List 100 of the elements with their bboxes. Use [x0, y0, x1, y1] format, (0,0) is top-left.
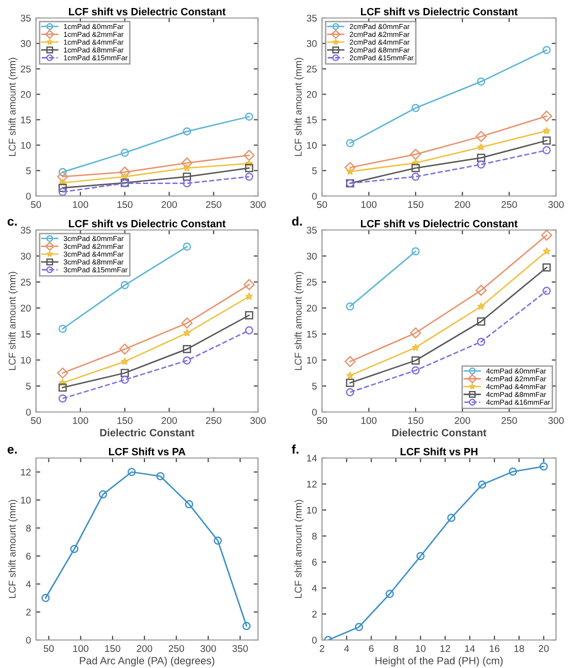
y-tick-label: 12: [307, 480, 317, 488]
x-tick-label: 18: [514, 645, 524, 652]
x-axis-title: Pad Arc Angle (PA) (degrees): [80, 656, 214, 666]
point: [156, 472, 164, 480]
point: [128, 468, 136, 476]
y-axis-title: LCF shift amount (mm): [294, 272, 304, 370]
y-tick-label: 25: [20, 66, 31, 72]
point: [245, 164, 254, 172]
y-tick-label: 20: [306, 304, 317, 312]
x-tick-label: 250: [168, 645, 184, 652]
y-tick-label: 20: [20, 91, 31, 98]
point: [245, 172, 254, 181]
x-axis-title: Dielectric Constant: [392, 428, 486, 436]
y-tick-label: 20: [306, 91, 317, 98]
text: d.: [292, 216, 302, 226]
point: [58, 383, 67, 392]
y-tick-label: 4: [312, 584, 317, 592]
point: [57, 171, 68, 182]
x-tick-label: 200: [454, 417, 470, 424]
y-axis-title: LCF shift amount (mm): [8, 58, 18, 156]
x-tick-label: 100: [73, 645, 88, 652]
point: [245, 112, 254, 121]
point: [58, 184, 67, 192]
y-tick-label: 5: [26, 382, 31, 390]
y-tick-label: 15: [21, 330, 31, 338]
point: [477, 160, 486, 169]
y-tick-label: 6: [312, 558, 317, 566]
point: [542, 126, 551, 134]
x-tick-label: 200: [162, 201, 177, 208]
point: [58, 324, 67, 333]
chart-title: LCF shift vs Dielectric Constant: [360, 8, 518, 16]
point: [346, 378, 354, 387]
x-tick-label: 100: [73, 417, 88, 424]
point: [346, 139, 354, 148]
chart-title: LCF shift vs Dielectric Constant: [360, 220, 518, 228]
x-tick-label: 250: [502, 201, 517, 208]
point: [58, 178, 67, 186]
y-tick-label: 14: [307, 454, 317, 462]
point: [476, 130, 487, 142]
x-tick-label: 6: [369, 645, 374, 652]
x-tick-label: 100: [361, 417, 377, 424]
point: [119, 344, 130, 355]
x-tick-label: 10: [416, 645, 426, 652]
x-tick-label: 4: [344, 645, 350, 652]
point: [245, 159, 254, 167]
x-tick-label: 200: [454, 201, 470, 208]
x-tick-label: 250: [206, 201, 222, 208]
y-tick-label: 5: [312, 167, 317, 174]
x-tick-label: 8: [394, 645, 398, 652]
y-tick-label: 5: [26, 167, 31, 174]
y-tick-label: 4: [26, 580, 31, 588]
y-tick-label: 35: [20, 226, 31, 234]
x-tick-label: 14: [465, 645, 475, 652]
y-tick-label: 0: [26, 192, 31, 200]
x-axis-title: Dielectric Constant: [100, 428, 194, 436]
point: [120, 148, 129, 157]
point: [412, 158, 420, 166]
y-tick-label: 15: [21, 116, 31, 124]
y-tick-label: 30: [306, 40, 317, 48]
point: [508, 468, 517, 476]
y-tick-label: 15: [307, 116, 317, 124]
x-tick-label: 150: [117, 201, 133, 208]
point: [244, 150, 255, 161]
point: [541, 110, 552, 122]
point: [540, 462, 548, 471]
point: [476, 284, 487, 296]
point: [412, 104, 420, 112]
x-tick-label: 12: [440, 645, 450, 652]
y-tick-label: 0: [26, 408, 31, 416]
y-tick-label: 25: [306, 278, 317, 286]
point: [386, 590, 394, 598]
point: [410, 327, 422, 338]
point: [245, 311, 254, 320]
point: [478, 480, 486, 489]
point: [70, 544, 78, 554]
point: [214, 536, 222, 545]
point: [182, 172, 192, 181]
x-tick-label: 150: [117, 417, 133, 424]
y-tick-label: 25: [306, 66, 317, 72]
y-tick-label: 25: [20, 278, 31, 286]
y-tick-label: 10: [307, 356, 317, 364]
y-tick-label: 30: [20, 40, 31, 48]
point: [245, 326, 254, 334]
point: [344, 162, 356, 174]
x-tick-label: 300: [548, 417, 564, 424]
point: [542, 146, 551, 154]
y-tick-label: 10: [307, 506, 317, 514]
x-tick-label: 300: [200, 645, 216, 652]
chart-title: LCF shift vs Dielectric Constant: [68, 220, 226, 228]
x-tick-label: 50: [44, 645, 54, 652]
x-tick-label: 20: [538, 645, 549, 652]
point: [416, 552, 425, 560]
y-tick-label: 10: [21, 356, 31, 364]
point: [183, 164, 191, 172]
y-tick-label: 6: [26, 552, 31, 560]
y-tick-label: 0: [312, 192, 317, 200]
chart-title: LCF shift vs Dielectric Constant: [68, 8, 226, 16]
x-tick-label: 350: [232, 645, 248, 652]
x-axis-title: Height of the Pad (PH) (cm): [376, 656, 503, 666]
point: [244, 279, 255, 290]
